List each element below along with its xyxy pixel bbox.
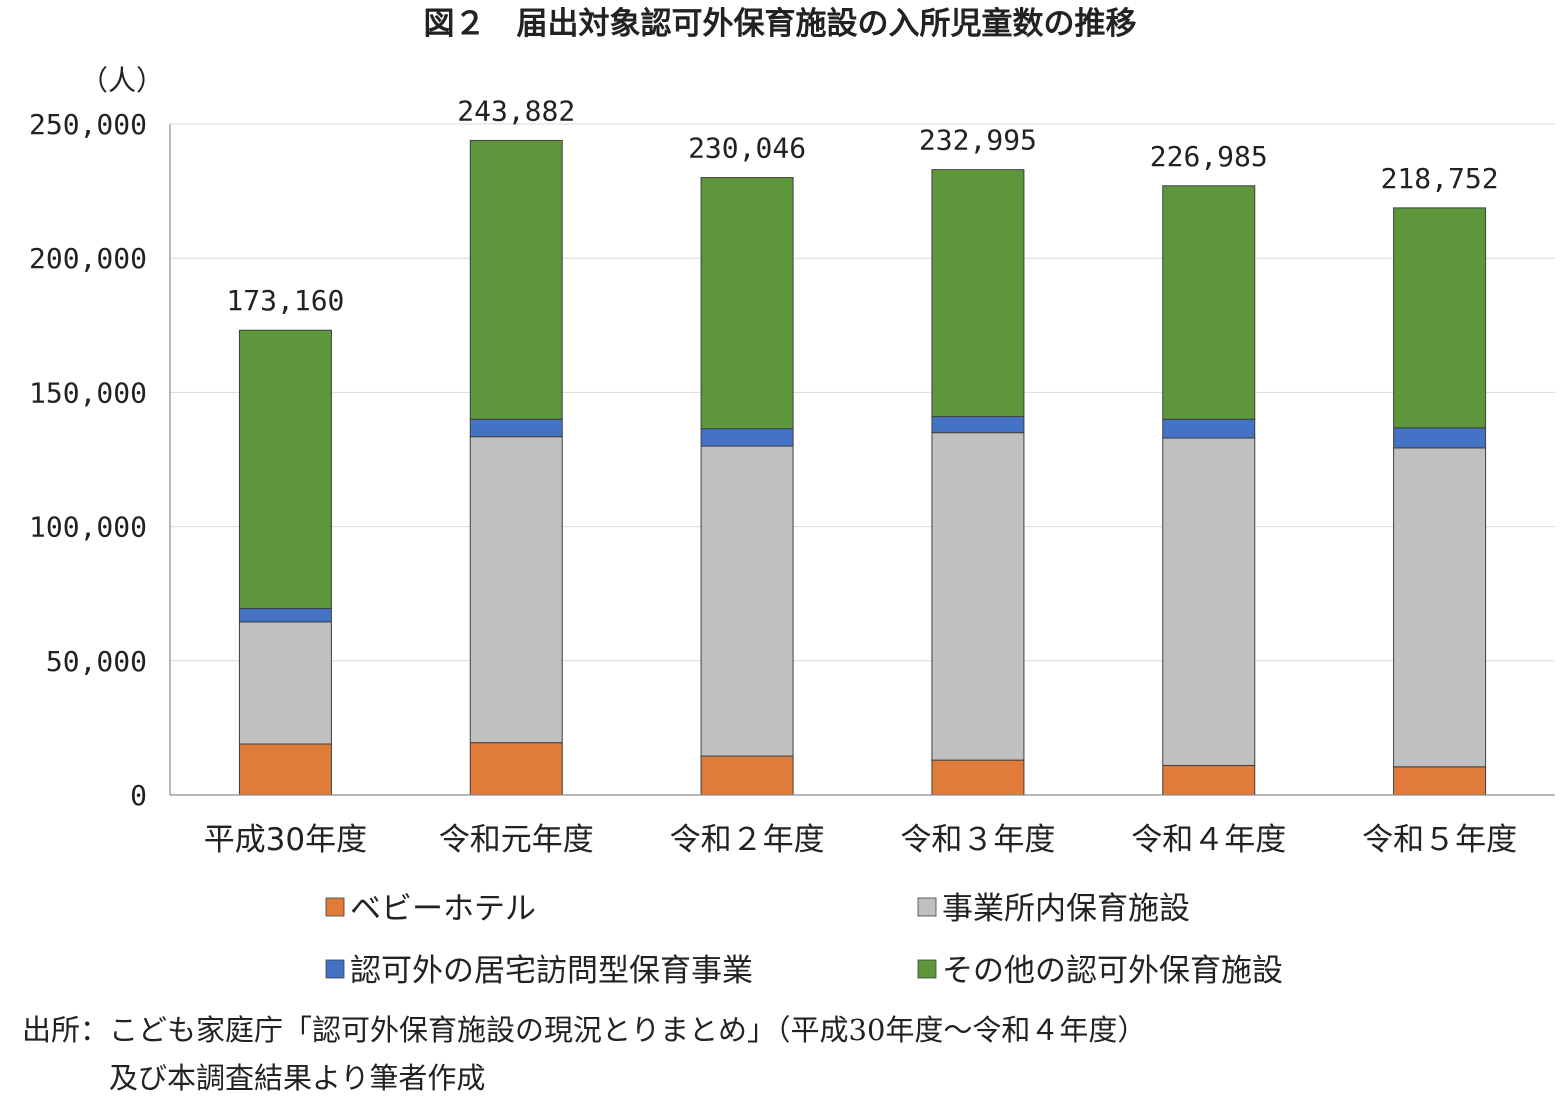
- x-tick-label: 令和２年度: [670, 822, 825, 858]
- total-label: 226,985: [1150, 140, 1268, 173]
- legend-label: ベビーホテル: [350, 891, 536, 927]
- legend-swatch: [325, 897, 345, 917]
- y-tick-label: 150,000: [29, 376, 147, 409]
- y-tick-label: 250,000: [29, 108, 147, 141]
- bars: [238, 139, 1487, 796]
- bar-segment-series-1: [469, 436, 563, 744]
- x-tick-label: 令和３年度: [900, 822, 1055, 858]
- bar-segment-series-0: [469, 742, 563, 796]
- bar-segment-series-0: [931, 759, 1025, 796]
- bar-segment-series-2: [1393, 427, 1487, 449]
- y-tick-label: 0: [130, 779, 147, 812]
- total-label: 230,046: [688, 132, 806, 165]
- x-axis-ticks: 平成30年度 令和元年度 令和２年度 令和３年度 令和４年度 令和５年度: [204, 822, 1517, 858]
- source-line-1: 出所：こども家庭庁「認可外保育施設の現況とりまとめ」（平成30年度～令和４年度）: [22, 1013, 1146, 1047]
- bar-segment-series-1: [700, 445, 794, 757]
- bar-segment-series-3: [931, 169, 1025, 418]
- legend-label: 認可外の居宅訪問型保育事業: [350, 953, 753, 989]
- bar-segment-series-1: [1393, 447, 1487, 768]
- total-label: 243,882: [457, 94, 575, 127]
- bar-segment-series-3: [700, 177, 794, 430]
- bar-segment-series-2: [1162, 418, 1256, 439]
- bar-segment-series-3: [469, 139, 563, 420]
- legend-label: 事業所内保育施設: [942, 891, 1190, 927]
- bar-segment-series-3: [238, 329, 332, 609]
- legend-swatch: [917, 959, 937, 979]
- bar-segment-series-2: [469, 418, 563, 438]
- bar-segment-series-1: [931, 432, 1025, 761]
- x-tick-label: 平成30年度: [204, 822, 367, 858]
- total-label: 173,160: [226, 284, 344, 317]
- x-tick-label: 令和５年度: [1362, 822, 1517, 858]
- bar-segment-series-0: [1162, 764, 1256, 796]
- bar-segment-series-0: [1393, 766, 1487, 796]
- y-tick-label: 100,000: [29, 511, 147, 544]
- x-tick-label: 令和４年度: [1131, 822, 1286, 858]
- total-labels: 173,160 243,882 230,046 232,995 226,985 218,7…: [226, 94, 1498, 317]
- bar-segment-series-0: [238, 743, 332, 796]
- bar-segment-series-1: [1162, 437, 1256, 766]
- bar-segment-series-2: [700, 428, 794, 447]
- bar-segment-series-3: [1162, 185, 1256, 420]
- bar-segment-series-3: [1393, 207, 1487, 429]
- y-tick-label: 50,000: [46, 645, 147, 678]
- x-tick-label: 令和元年度: [439, 822, 594, 858]
- chart-title: 図２ 届出対象認可外保育施設の入所児童数の推移: [424, 6, 1137, 42]
- legend-swatch: [917, 897, 937, 917]
- total-label: 218,752: [1381, 162, 1499, 195]
- legend-swatch: [325, 959, 345, 979]
- legend-label: その他の認可外保育施設: [942, 953, 1283, 989]
- source-line-2: 及び本調査結果より筆者作成: [22, 1061, 485, 1095]
- bar-segment-series-2: [931, 416, 1025, 434]
- gridlines: [170, 123, 1555, 662]
- y-tick-label: 200,000: [29, 242, 147, 275]
- bar-segment-series-0: [700, 755, 794, 796]
- y-axis-unit-label: （人）: [80, 64, 164, 97]
- bar-segment-series-1: [238, 621, 332, 745]
- total-label: 232,995: [919, 124, 1037, 157]
- y-axis-ticks: 0 50,000 100,000 150,000 200,000 250,000: [29, 108, 147, 812]
- bar-segment-series-2: [238, 607, 332, 623]
